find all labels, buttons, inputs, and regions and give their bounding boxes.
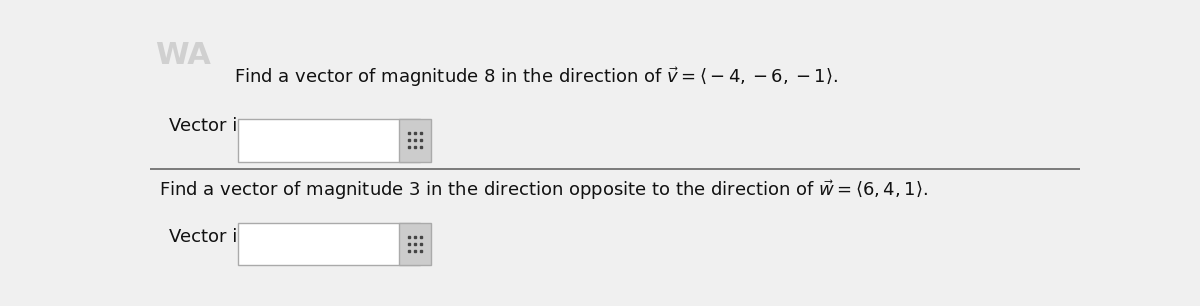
Text: Find a vector of magnitude 8 in the direction of $\vec{v} = \langle -4, -6, -1 \: Find a vector of magnitude 8 in the dire… [234,65,838,89]
Text: Vector is: Vector is [168,117,246,135]
FancyBboxPatch shape [400,119,431,162]
Text: Find a vector of magnitude 3 in the direction opposite to the direction of $\vec: Find a vector of magnitude 3 in the dire… [160,178,928,202]
Text: WA: WA [155,41,210,70]
FancyBboxPatch shape [400,223,431,265]
FancyBboxPatch shape [239,223,420,265]
Text: Vector is: Vector is [168,228,246,246]
FancyBboxPatch shape [239,119,420,162]
